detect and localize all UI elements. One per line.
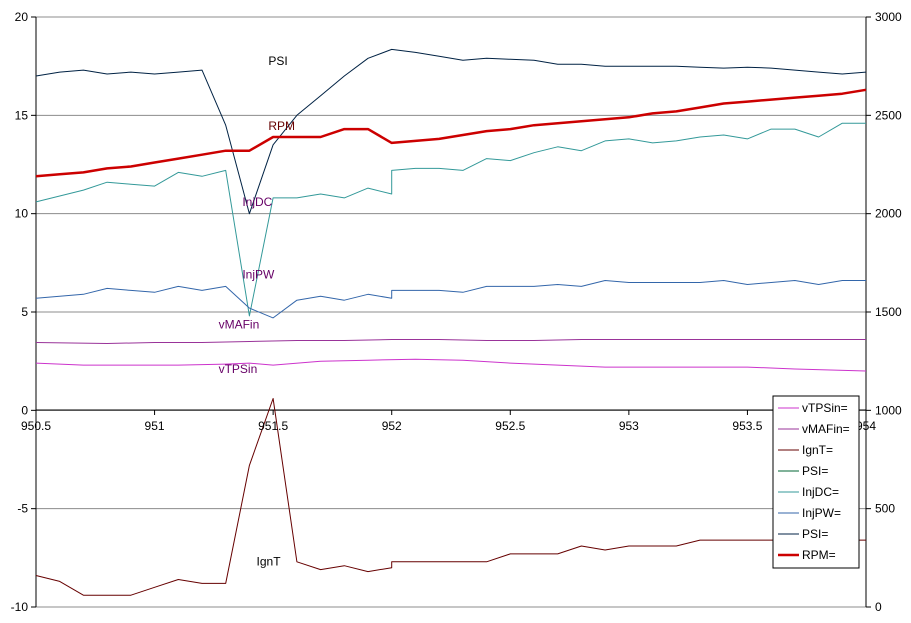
series-lines bbox=[35, 48, 867, 596]
legend-label: InjPW= bbox=[802, 506, 841, 520]
legend-label: PSI= bbox=[802, 527, 828, 541]
y-left-tick-label: 20 bbox=[15, 10, 29, 24]
x-tick-label: 951.5 bbox=[258, 419, 288, 433]
series-label-psi: PSI bbox=[268, 54, 287, 68]
y-left-tick-label: -10 bbox=[11, 600, 29, 614]
series-label-vmafin: vMAFin bbox=[219, 318, 260, 332]
legend-label: vTPSin= bbox=[802, 401, 848, 415]
series-line-rpm bbox=[35, 88, 867, 178]
x-tick-label: 953.5 bbox=[732, 419, 762, 433]
series-label-ignt: IgnT bbox=[257, 555, 282, 569]
tick-labels: 950.5 951 951.5 952 952.5 953 953.5 95420151050… bbox=[11, 10, 902, 614]
axes bbox=[31, 16, 871, 608]
legend-label: PSI= bbox=[802, 464, 828, 478]
x-tick-label: 952 bbox=[382, 419, 402, 433]
y-right-tick-label: 2000 bbox=[875, 207, 902, 221]
series-label-rpm: RPM bbox=[268, 119, 295, 133]
series-label-vtpsin: vTPSin bbox=[219, 362, 258, 376]
series-line-vmafin bbox=[35, 339, 866, 344]
legend-label: RPM= bbox=[802, 548, 836, 562]
legend-label: InjDC= bbox=[802, 485, 839, 499]
y-right-tick-label: 1500 bbox=[875, 305, 902, 319]
series-line-psi bbox=[35, 48, 867, 215]
y-left-tick-label: 10 bbox=[15, 207, 29, 221]
series-line-injdc bbox=[35, 122, 866, 317]
legend-label: IgnT= bbox=[802, 443, 833, 457]
series-line-ignt bbox=[35, 398, 866, 596]
x-tick-label: 952.5 bbox=[495, 419, 525, 433]
grid bbox=[36, 16, 866, 608]
y-right-tick-label: 3000 bbox=[875, 10, 902, 24]
y-right-tick-label: 0 bbox=[875, 600, 882, 614]
series-line-vtpsin bbox=[35, 358, 867, 372]
legend: vTPSin= vMAFin= IgnT= PSI= InjDC= InjPW= PSI= R… bbox=[772, 395, 860, 569]
y-left-tick-label: 15 bbox=[15, 108, 29, 122]
x-tick-label: 953 bbox=[619, 419, 639, 433]
x-tick-label: 950.5 bbox=[21, 419, 51, 433]
series-labels: PSI RPM InjDC InjPW vMAFin vTPSin IgnT bbox=[219, 54, 295, 569]
y-right-tick-label: 2500 bbox=[875, 108, 902, 122]
y-left-tick-label: 0 bbox=[21, 403, 28, 417]
legend-box bbox=[772, 395, 860, 569]
y-left-tick-label: -5 bbox=[17, 502, 28, 516]
series-label-injpw: InjPW bbox=[242, 268, 275, 282]
x-tick-label: 951 bbox=[145, 419, 165, 433]
series-label-injdc: InjDC bbox=[242, 195, 272, 209]
y-right-tick-label: 1000 bbox=[875, 403, 902, 417]
x-tick-label: 954 bbox=[856, 419, 876, 433]
y-right-tick-label: 500 bbox=[875, 502, 895, 516]
series-line-injpw bbox=[35, 280, 866, 319]
legend-label: vMAFin= bbox=[802, 422, 850, 436]
y-left-tick-label: 5 bbox=[21, 305, 28, 319]
